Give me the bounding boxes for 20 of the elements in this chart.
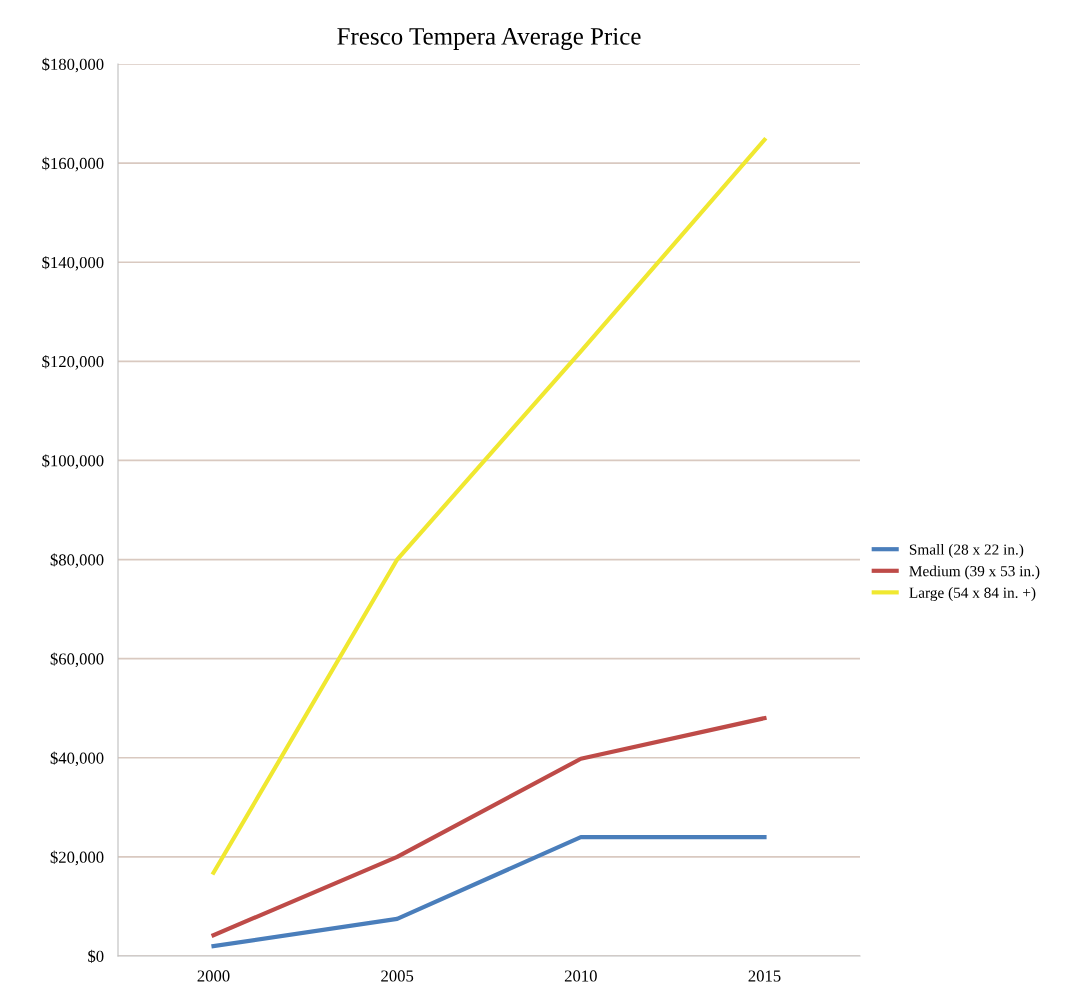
chart-title: Fresco Tempera Average Price	[337, 28, 641, 50]
x-tick-label: 2005	[381, 970, 414, 982]
y-tick-label: $160,000	[42, 156, 104, 172]
y-tick-label: $100,000	[42, 454, 104, 469]
legend-label: Medium (39 x 53 in.)	[909, 565, 1040, 580]
x-tick-label: 2000	[197, 970, 230, 982]
legend-label: Small (28 x 22 in.)	[909, 543, 1024, 558]
y-tick-label: $60,000	[50, 652, 104, 668]
y-tick-label: $140,000	[42, 255, 104, 271]
y-tick-label: $120,000	[42, 355, 104, 370]
legend-label: Large (54 x 84 in. +)	[909, 587, 1036, 602]
line-series	[211, 137, 767, 875]
y-tick-label: $80,000	[50, 553, 104, 568]
y-tick-label: $180,000	[42, 57, 104, 73]
y-tick-label: $40,000	[50, 751, 104, 767]
x-tick-label: 2015	[748, 970, 781, 982]
x-tick-label: 2010	[564, 970, 597, 982]
y-tick-label: $0	[88, 949, 104, 964]
line-series	[211, 716, 767, 938]
y-tick-label: $20,000	[50, 850, 104, 866]
